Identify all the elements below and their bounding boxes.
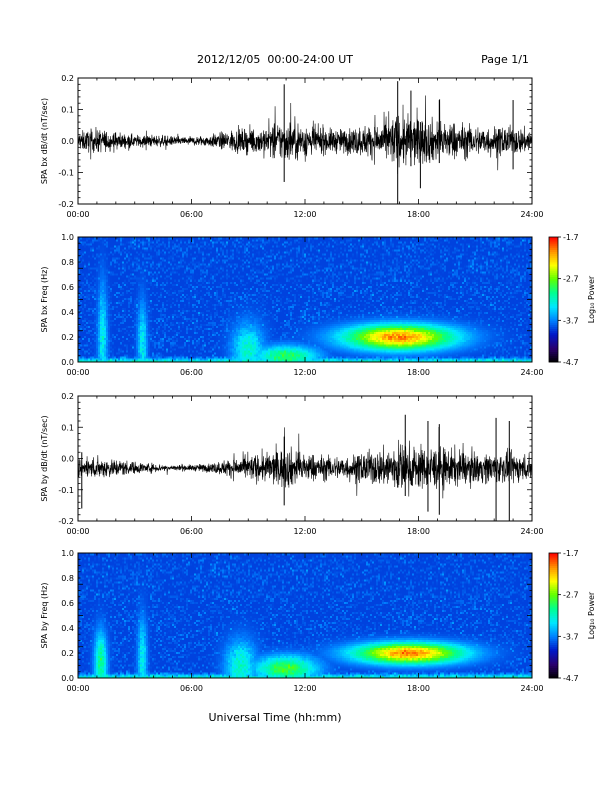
colorbar-tick-label: -3.7: [563, 632, 579, 641]
x-tick-label: 12:00: [293, 368, 316, 377]
axes-bx-waveform: 0.2 0.1 0.0 -0.1 -0.200:00 06:00 12:00 18:00 24:…: [40, 74, 544, 219]
y-tick-label: 0.6: [61, 283, 74, 292]
colorbar-tick-label: -2.7: [563, 275, 579, 284]
y-tick-label: 0.4: [61, 308, 74, 317]
y-tick-label: 0.0: [61, 137, 74, 146]
x-tick-label: 18:00: [407, 684, 430, 693]
colorbar-label: Log₁₀ Power: [587, 275, 596, 323]
x-tick-label: 00:00: [66, 684, 89, 693]
y-axis-label: SPA by dB/dt (nT/sec): [40, 415, 49, 501]
x-tick-label: 06:00: [180, 210, 203, 219]
y-tick-label: 0.0: [61, 455, 74, 464]
y-tick-label: 0.8: [61, 574, 74, 583]
y-tick-label: 0.4: [61, 624, 74, 633]
y-tick-label: -0.2: [58, 517, 74, 526]
y-tick-label: 0.2: [61, 392, 74, 401]
colorbar-tick-label: -3.7: [563, 316, 579, 325]
x-tick-label: 00:00: [66, 368, 89, 377]
x-tick-label: 06:00: [180, 368, 203, 377]
x-tick-label: 24:00: [520, 210, 543, 219]
y-tick-label: 0.2: [61, 649, 74, 658]
waveform-trace: [78, 427, 532, 498]
x-tick-label: 18:00: [407, 527, 430, 536]
y-tick-label: -0.1: [58, 169, 74, 178]
x-tick-label: 00:00: [66, 210, 89, 219]
x-tick-label: 06:00: [180, 684, 203, 693]
spectrogram-cells: [78, 553, 532, 678]
x-tick-label: 24:00: [520, 527, 543, 536]
colorbar-bx-spectrogram: -1.7 -2.7 -3.7 -4.7 Log₁₀ Power: [549, 233, 596, 367]
y-tick-label: 0.1: [61, 106, 74, 115]
y-axis-label: SPA bx dB/dt (nT/sec): [40, 98, 49, 184]
colorbar-tick-label: -1.7: [563, 233, 579, 242]
y-tick-label: 0.0: [61, 358, 74, 367]
colorbar-tick-label: -4.7: [563, 358, 579, 367]
x-tick-label: 18:00: [407, 210, 430, 219]
x-tick-label: 18:00: [407, 368, 430, 377]
x-tick-label: 00:00: [66, 527, 89, 536]
y-tick-label: 0.2: [61, 333, 74, 342]
x-tick-label: 06:00: [180, 527, 203, 536]
y-tick-label: -0.2: [58, 200, 74, 209]
colorbar-label: Log₁₀ Power: [587, 591, 596, 639]
y-axis-label: SPA bx Freq (Hz): [40, 267, 49, 333]
y-tick-label: 1.0: [61, 549, 74, 558]
y-tick-label: 0.8: [61, 258, 74, 267]
y-tick-label: 0.6: [61, 599, 74, 608]
x-tick-label: 24:00: [520, 684, 543, 693]
y-axis-label: SPA by Freq (Hz): [40, 583, 49, 649]
colorbar-tick-label: -1.7: [563, 549, 579, 558]
y-tick-label: 0.1: [61, 423, 74, 432]
colorbar-tick-label: -2.7: [563, 591, 579, 600]
x-tick-label: 12:00: [293, 684, 316, 693]
colorbar-by-spectrogram: -1.7 -2.7 -3.7 -4.7 Log₁₀ Power: [549, 549, 596, 683]
y-tick-label: 0.2: [61, 74, 74, 83]
y-tick-label: 0.0: [61, 674, 74, 683]
y-tick-label: -0.1: [58, 486, 74, 495]
spectrogram-cells: [78, 237, 532, 362]
y-tick-label: 1.0: [61, 233, 74, 242]
waveform-trace: [78, 95, 532, 174]
x-tick-label: 12:00: [293, 527, 316, 536]
x-tick-label: 12:00: [293, 210, 316, 219]
x-tick-label: 24:00: [520, 368, 543, 377]
colorbar-tick-label: -4.7: [563, 674, 579, 683]
